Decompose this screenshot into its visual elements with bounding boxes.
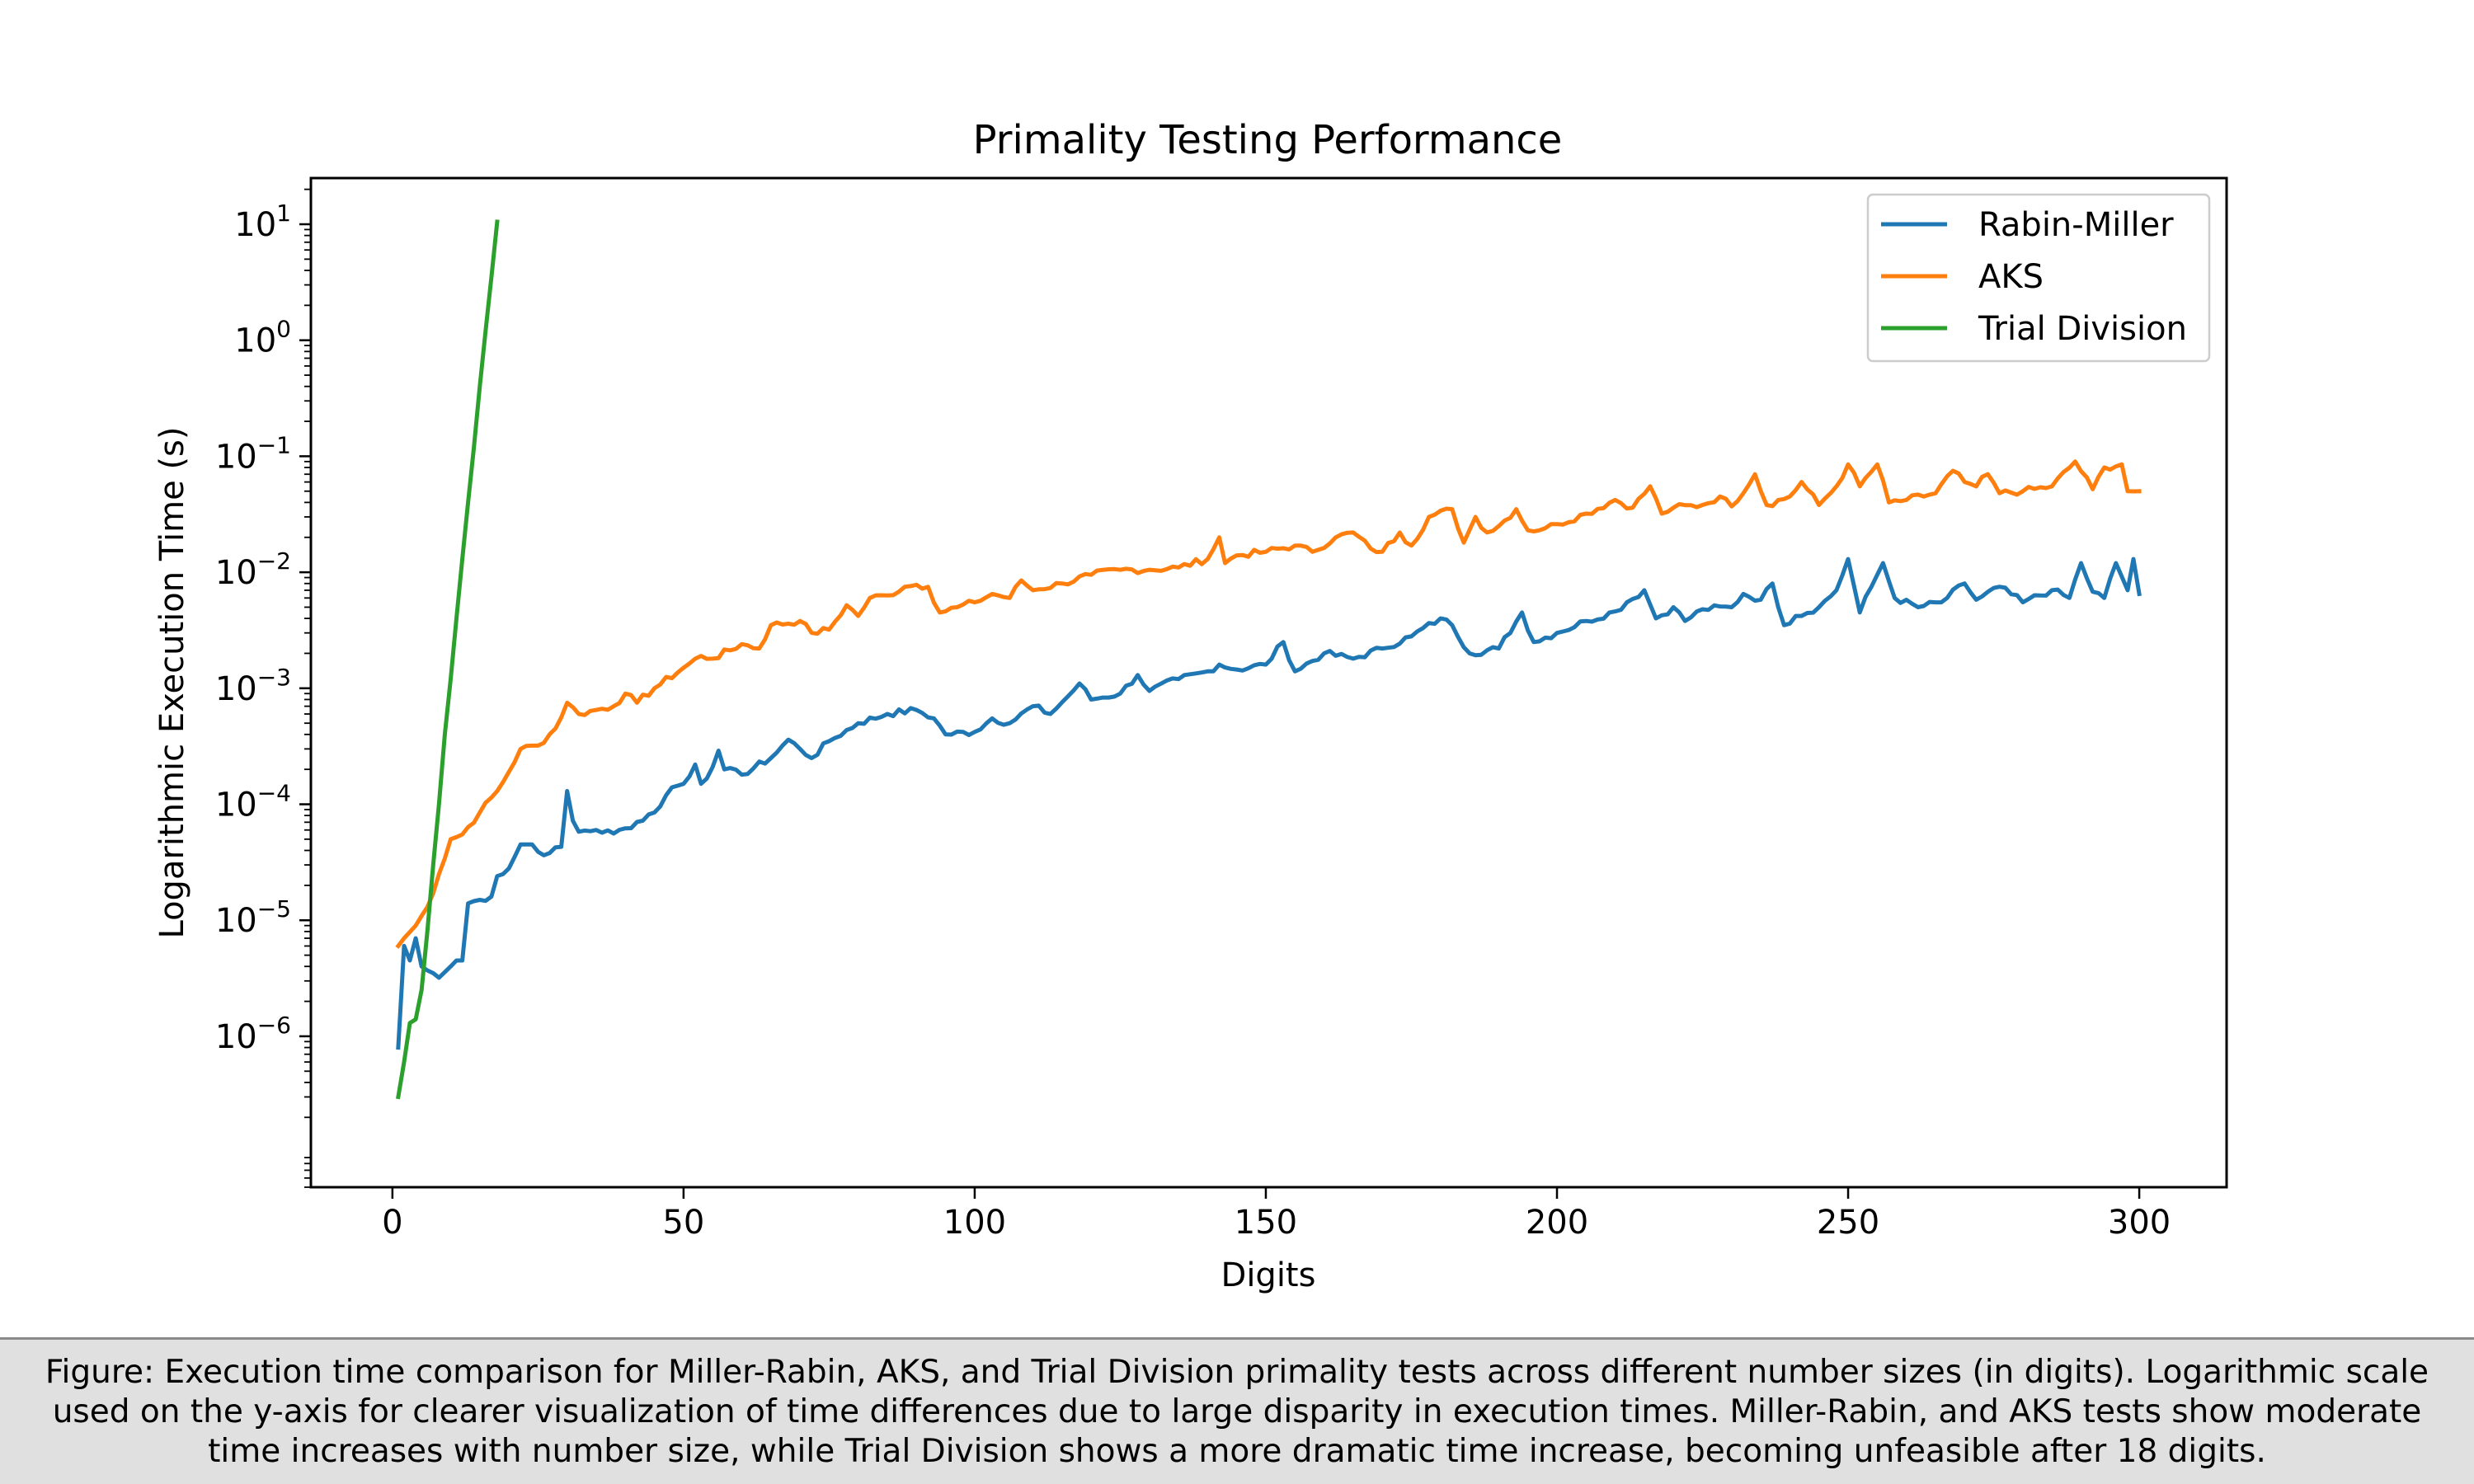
series-line-trial-division [396, 219, 500, 1100]
x-axis-label: Digits [1221, 1256, 1316, 1294]
series-lines [395, 219, 2142, 1100]
y-tick-label: 10−2 [215, 547, 291, 592]
axes-frame [309, 176, 2228, 1189]
legend-box [1866, 193, 2211, 363]
legend-label: Rabin-Miller [1978, 206, 2174, 244]
y-tick-label: 10−6 [215, 1012, 291, 1056]
chart-title: Primality Testing Performance [973, 117, 1563, 163]
axis-ticks: 0 50 100 150 200 250 300 10−6 10−5 10−4 10−3 10−2 10… [215, 188, 2171, 1242]
x-tick-label: 300 [2108, 1204, 2171, 1242]
x-tick-label: 0 [382, 1204, 402, 1242]
y-tick-label: 100 [234, 316, 291, 360]
primality-chart: Primality Testing Performance 0 50 100 150 2… [153, 117, 2228, 1294]
legend-label: Trial Division [1978, 310, 2187, 348]
y-tick-label: 10−5 [215, 895, 291, 940]
plot-area [395, 219, 2142, 1100]
y-tick-label: 10−4 [215, 780, 291, 824]
x-tick-label: 250 [1817, 1204, 1879, 1242]
series-line-rabin-miller [396, 556, 2142, 1050]
y-axis-label: Logarithmic Execution Time (s) [153, 427, 191, 939]
x-tick-label: 150 [1235, 1204, 1297, 1242]
legend: Rabin-Miller AKS Trial Division [1866, 193, 2211, 363]
series-line-aks [395, 459, 2142, 949]
figure-caption: Figure: Execution time comparison for Mi… [45, 1353, 2429, 1470]
y-tick-label: 101 [234, 200, 291, 244]
x-tick-label: 100 [943, 1204, 1006, 1242]
x-tick-label: 200 [1526, 1204, 1588, 1242]
y-tick-label: 10−3 [215, 664, 291, 708]
x-tick-label: 50 [662, 1204, 704, 1242]
figure-caption-box: Figure: Execution time comparison for Mi… [0, 1337, 2474, 1484]
y-tick-label: 10−1 [215, 431, 291, 476]
legend-label: AKS [1978, 258, 2044, 296]
